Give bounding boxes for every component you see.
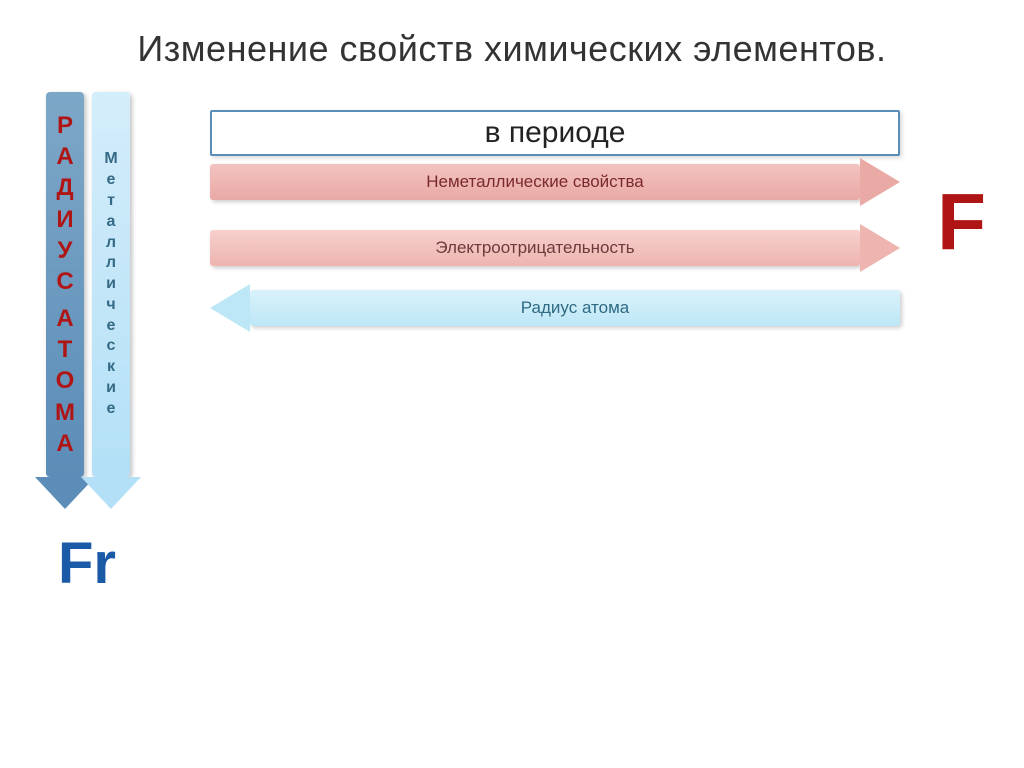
horizontal-arrow-radius: Радиус атома (210, 290, 900, 326)
vertical-arrow-radius-shaft: РАДИУСАТОМА (46, 92, 84, 477)
vertical-letter: Т (58, 334, 73, 365)
horizontal-arrow-nonmetallic-head (860, 158, 900, 206)
vertical-arrow-metallic: Металлические (92, 92, 141, 509)
vertical-arrow-metallic-shaft: Металлические (92, 92, 130, 477)
vertical-letter: ч (106, 295, 115, 316)
period-box: в периоде (210, 110, 900, 156)
vertical-letter: М (104, 149, 117, 170)
label-element-fr: Fr (58, 530, 116, 597)
vertical-letter: к (107, 357, 115, 378)
vertical-letter: е (107, 399, 116, 420)
horizontal-arrow-radius-head (210, 284, 250, 332)
horizontal-arrow-electroneg: Электроотрицательность (210, 230, 900, 266)
vertical-letter: А (56, 428, 73, 459)
label-element-f: F (937, 176, 986, 268)
vertical-letter: Р (57, 110, 73, 141)
vertical-letter: У (58, 235, 73, 266)
vertical-letter: и (106, 378, 116, 399)
vertical-letter: и (106, 274, 116, 295)
horizontal-arrow-nonmetallic-shaft: Неметаллические свойства (210, 164, 860, 200)
vertical-letter: И (56, 204, 73, 235)
period-box-text: в периоде (485, 116, 626, 150)
vertical-letter: М (55, 397, 75, 428)
vertical-letter: е (107, 316, 116, 337)
vertical-letter: л (106, 233, 116, 254)
horizontal-arrow-electroneg-shaft: Электроотрицательность (210, 230, 860, 266)
horizontal-arrow-nonmetallic: Неметаллические свойства (210, 164, 900, 200)
slide-title: Изменение свойств химических элементов. (0, 0, 1024, 70)
vertical-letter: л (106, 253, 116, 274)
horizontal-arrow-electroneg-head (860, 224, 900, 272)
vertical-letter: с (107, 336, 116, 357)
vertical-letter: Д (56, 172, 73, 203)
vertical-letter: е (107, 170, 116, 191)
vertical-letter: О (56, 365, 75, 396)
vertical-arrow-radius: РАДИУСАТОМА (46, 92, 95, 509)
vertical-letter: С (56, 266, 73, 297)
horizontal-arrow-radius-shaft: Радиус атома (250, 290, 900, 326)
vertical-letter: А (56, 303, 73, 334)
horizontal-arrow-electroneg-label: Электроотрицательность (435, 238, 634, 258)
vertical-letter: А (56, 141, 73, 172)
vertical-letter: а (107, 212, 116, 233)
vertical-arrow-metallic-head (81, 477, 141, 509)
horizontal-arrow-nonmetallic-label: Неметаллические свойства (426, 172, 644, 192)
vertical-letter: т (107, 191, 115, 212)
horizontal-arrow-radius-label: Радиус атома (521, 298, 629, 318)
